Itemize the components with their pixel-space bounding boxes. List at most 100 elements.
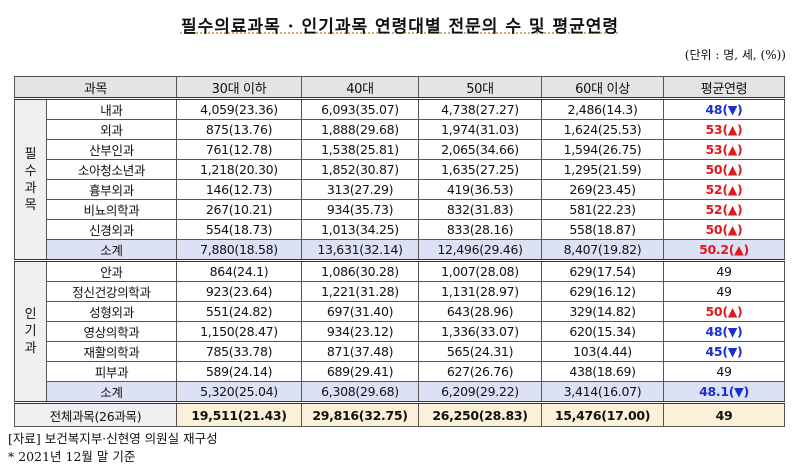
count-cell: 1,852(30.87) [301, 159, 420, 180]
subject-name: 산부인과 [45, 139, 178, 160]
table-row: 피부과 589(24.14) 689(29.41) 627(26.76) 438(18.… [15, 361, 785, 382]
header-avg-age: 평균연령 [663, 76, 785, 100]
count-cell: 267(10.21) [176, 199, 303, 220]
count-cell: 1,086(30.28) [301, 260, 420, 282]
count-cell: 627(26.76) [418, 361, 543, 382]
count-cell: 438(18.69) [541, 361, 665, 382]
count-cell: 875(13.76) [176, 119, 303, 140]
count-cell: 2,065(34.66) [418, 139, 543, 160]
avg-age-cell: 49 [663, 281, 785, 302]
source-note: [자료] 보건복지부·신현영 의원실 재구성 [8, 431, 218, 446]
total-label: 전체과목(26과목) [13, 402, 178, 427]
group-label: 필수과목 [14, 98, 47, 262]
date-note: * 2021년 12월 말 기준 [8, 449, 136, 464]
subject-name: 흉부외과 [45, 179, 178, 200]
subject-name: 소계 [45, 239, 178, 262]
avg-age-cell: 50.2(▲) [663, 239, 785, 262]
avg-age-cell: 49 [663, 260, 785, 282]
count-cell: 6,093(35.07) [301, 98, 420, 120]
count-cell: 1,538(25.81) [301, 139, 420, 160]
total-avg-age: 49 [663, 402, 785, 427]
subtotal-row: 소계 7,880(18.58) 13,631(32.14) 12,496(29.46)… [15, 239, 785, 262]
count-cell: 833(28.16) [418, 219, 543, 240]
unit-label: (단위 : 명, 세, (%)) [684, 48, 786, 62]
count-cell: 103(4.44) [541, 341, 665, 362]
count-cell: 4,059(23.36) [176, 98, 303, 120]
subject-name: 신경외과 [45, 219, 178, 240]
table-row: 흉부외과 146(12.73) 313(27.29) 419(36.53) 269(23… [15, 179, 785, 200]
count-cell: 6,308(29.68) [301, 381, 420, 404]
count-cell: 8,407(19.82) [541, 239, 665, 262]
count-cell: 1,013(34.25) [301, 219, 420, 240]
count-cell: 1,150(28.47) [176, 321, 303, 342]
title-text: 필수의료과목 · 인기과목 연령대별 전문의 수 및 평균연령 [180, 17, 620, 37]
count-cell: 551(24.82) [176, 301, 303, 322]
count-cell: 643(28.96) [418, 301, 543, 322]
count-cell: 581(22.23) [541, 199, 665, 220]
header-60s: 60대 이상 [541, 76, 665, 100]
avg-age-cell: 50(▲) [663, 301, 785, 322]
subject-name: 안과 [45, 260, 178, 282]
count-cell: 1,336(33.07) [418, 321, 543, 342]
avg-age-cell: 50(▲) [663, 219, 785, 240]
header-row: 과목 30대 이하 40대 50대 60대 이상 평균연령 [13, 76, 785, 100]
avg-age-cell: 48.1(▼) [663, 381, 785, 404]
page-title: 필수의료과목 · 인기과목 연령대별 전문의 수 및 평균연령 [0, 12, 800, 37]
table-row: 성형외과 551(24.82) 697(31.40) 643(28.96) 329(14… [15, 301, 785, 322]
group-label: 인기과 [14, 260, 47, 404]
total-count-cell: 29,816(32.75) [301, 402, 420, 427]
count-cell: 2,486(14.3) [541, 98, 665, 120]
table-row: 필수과목 내과 4,059(23.36) 6,093(35.07) 4,738(27.2… [14, 98, 785, 262]
subtotal-row: 소계 5,320(25.04) 6,308(29.68) 6,209(29.22) 3,… [15, 381, 785, 404]
table-row: 인기과 안과 864(24.1) 1,086(30.28) 1,007(28.08) 62… [14, 260, 785, 404]
count-cell: 3,414(16.07) [541, 381, 665, 404]
count-cell: 1,221(31.28) [301, 281, 420, 302]
total-count-cell: 15,476(17.00) [541, 402, 665, 427]
subject-name: 영상의학과 [45, 321, 178, 342]
header-50s: 50대 [418, 76, 543, 100]
count-cell: 629(17.54) [541, 260, 665, 282]
table-row: 비뇨의학과 267(10.21) 934(35.73) 832(31.83) 581(2… [15, 199, 785, 220]
total-row: 전체과목(26과목) 19,511(21.43) 29,816(32.75) 26,2… [13, 402, 785, 427]
header-subject: 과목 [13, 76, 178, 100]
table-row: 소아청소년과 1,218(20.30) 1,852(30.87) 1,635(27.2… [15, 159, 785, 180]
avg-age-cell: 48(▼) [663, 321, 785, 342]
count-cell: 697(31.40) [301, 301, 420, 322]
count-cell: 871(37.48) [301, 341, 420, 362]
count-cell: 1,974(31.03) [418, 119, 543, 140]
count-cell: 1,594(26.75) [541, 139, 665, 160]
count-cell: 12,496(29.46) [418, 239, 543, 262]
subject-name: 재활의학과 [45, 341, 178, 362]
count-cell: 13,631(32.14) [301, 239, 420, 262]
total-count-cell: 26,250(28.83) [418, 402, 543, 427]
avg-age-cell: 50(▲) [663, 159, 785, 180]
count-cell: 419(36.53) [418, 179, 543, 200]
table-row: 산부인과 761(12.78) 1,538(25.81) 2,065(34.66) 1,… [15, 139, 785, 160]
count-cell: 329(14.82) [541, 301, 665, 322]
count-cell: 629(16.12) [541, 281, 665, 302]
count-cell: 313(27.29) [301, 179, 420, 200]
subject-name: 소계 [45, 381, 178, 404]
table-row: 영상의학과 1,150(28.47) 934(23.12) 1,336(33.07) 6… [15, 321, 785, 342]
specialist-age-table: 과목 30대 이하 40대 50대 60대 이상 평균연령 필수과목 내과 4,05… [13, 76, 785, 427]
count-cell: 558(18.87) [541, 219, 665, 240]
count-cell: 554(18.73) [176, 219, 303, 240]
count-cell: 565(24.31) [418, 341, 543, 362]
count-cell: 6,209(29.22) [418, 381, 543, 404]
table-row: 외과 875(13.76) 1,888(29.68) 1,974(31.03) 1,62… [15, 119, 785, 140]
count-cell: 1,888(29.68) [301, 119, 420, 140]
avg-age-cell: 49 [663, 361, 785, 382]
count-cell: 923(23.64) [176, 281, 303, 302]
header-30s: 30대 이하 [176, 76, 303, 100]
avg-age-cell: 52(▲) [663, 199, 785, 220]
subject-name: 정신건강의학과 [45, 281, 178, 302]
count-cell: 589(24.14) [176, 361, 303, 382]
count-cell: 5,320(25.04) [176, 381, 303, 404]
count-cell: 1,295(21.59) [541, 159, 665, 180]
count-cell: 620(15.34) [541, 321, 665, 342]
group-label-text: 필수과목 [24, 146, 37, 213]
count-cell: 1,624(25.53) [541, 119, 665, 140]
count-cell: 785(33.78) [176, 341, 303, 362]
count-cell: 1,007(28.08) [418, 260, 543, 282]
subject-name: 내과 [45, 98, 178, 120]
